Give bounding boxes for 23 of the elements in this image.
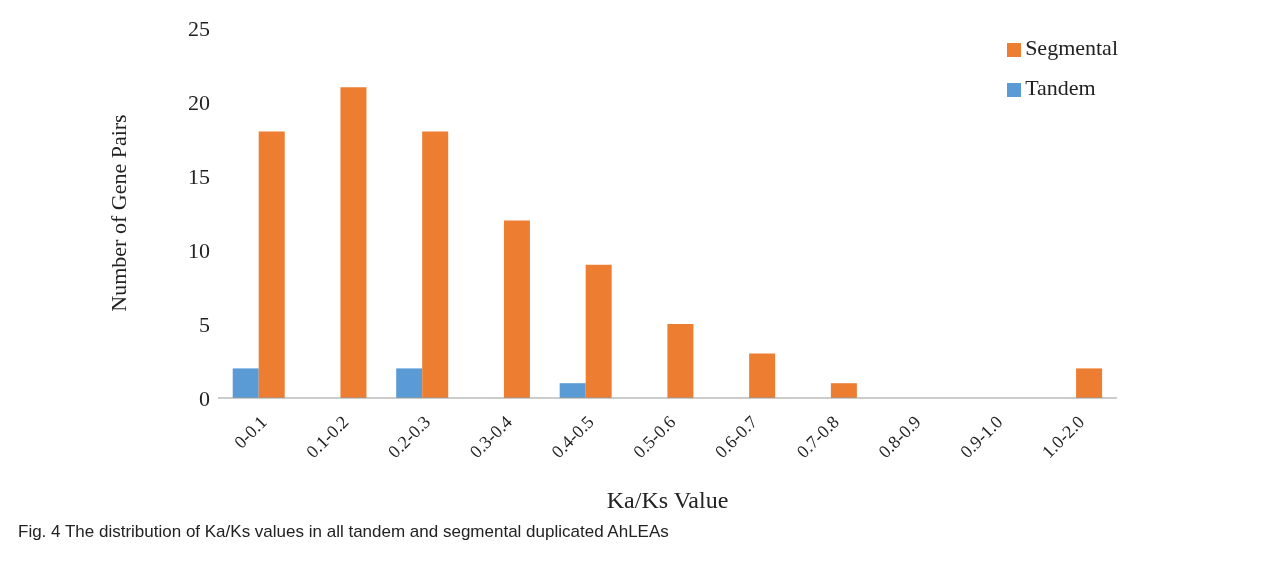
x-axis-title: Ka/Ks Value (606, 487, 729, 513)
bar (667, 324, 694, 398)
bar (503, 220, 530, 398)
y-axis-title: Number of Gene Pairs (105, 114, 131, 312)
y-tick-label: 5 (199, 311, 210, 337)
bar (749, 353, 776, 398)
bar (585, 264, 612, 398)
bar (830, 383, 857, 398)
legend-label: Segmental (1025, 35, 1118, 60)
y-tick-label: 10 (188, 237, 210, 263)
bar (396, 368, 423, 398)
bar (1076, 368, 1103, 398)
bar (232, 368, 259, 398)
y-tick-label: 15 (188, 163, 210, 189)
y-tick-label: 0 (199, 385, 210, 411)
y-tick-label: 25 (188, 15, 210, 41)
legend-label: Tandem (1025, 75, 1096, 100)
bar (559, 383, 586, 398)
bar (258, 131, 285, 398)
caption: Fig. 4 The distribution of Ka/Ks values in all tandem and segmental duplicated AhLEAs (18, 522, 670, 542)
bar (340, 87, 367, 398)
bar (422, 131, 449, 398)
y-tick-label: 20 (188, 89, 210, 115)
